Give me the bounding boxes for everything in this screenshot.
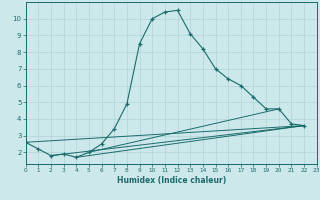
X-axis label: Humidex (Indice chaleur): Humidex (Indice chaleur) — [116, 176, 226, 185]
